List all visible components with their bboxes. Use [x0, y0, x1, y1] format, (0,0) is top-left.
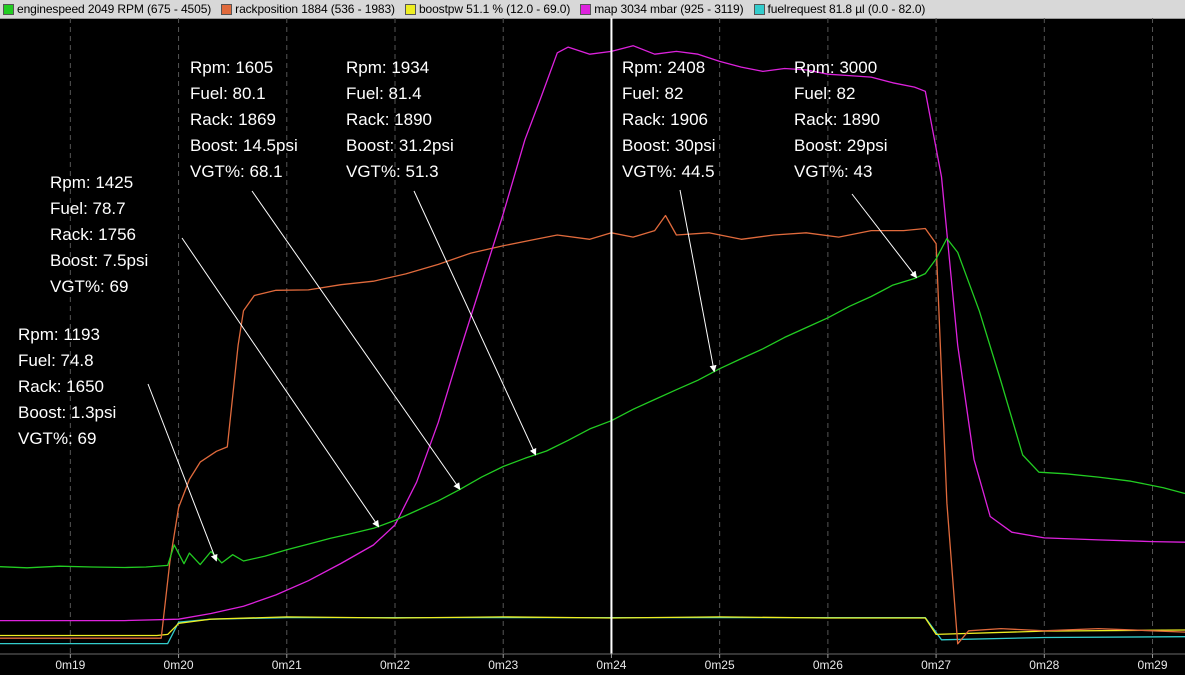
annotation-arrow [147, 383, 218, 562]
legend-item-fuelrequest[interactable]: fuelrequest 81.8 µl (0.0 - 82.0) [753, 2, 926, 16]
annotation-text: Rack: 1869 [190, 110, 276, 129]
annotation-text: VGT%: 43 [794, 162, 872, 181]
x-tick-label: 0m24 [596, 658, 626, 672]
series-line-fuelrequest [0, 616, 1185, 645]
series-layer [0, 45, 1185, 645]
legend-label: boostpw 51.1 % (12.0 - 69.0) [418, 2, 571, 16]
annotation-text: Boost: 1.3psi [18, 403, 116, 422]
annotation-arrow [679, 189, 717, 373]
annotation-text: Rpm: 1934 [346, 58, 429, 77]
annotation-text: Boost: 14.5psi [190, 136, 298, 155]
annotation-text: Rack: 1650 [18, 377, 104, 396]
legend-label: rackposition 1884 (536 - 1983) [235, 2, 395, 16]
annotation-text: Fuel: 74.8 [18, 351, 94, 370]
annotation-layer: Rpm: 1193 Fuel: 74.8 Rack: 1650 Boost: 1.3p… [18, 58, 918, 562]
annotation-text: Rack: 1756 [50, 225, 136, 244]
annotation-text: VGT%: 68.1 [190, 162, 283, 181]
annotation-arrow [851, 193, 918, 279]
series-line-map [0, 45, 1185, 622]
annotation-text: Rpm: 3000 [794, 58, 877, 77]
x-tick-label: 0m19 [55, 658, 85, 672]
annotation-text: VGT%: 69 [50, 277, 128, 296]
annotation-arrow [251, 190, 461, 490]
x-tick-label: 0m20 [164, 658, 194, 672]
annotation-arrow [181, 237, 380, 528]
x-tick-label: 0m28 [1029, 658, 1059, 672]
x-tick-label: 0m21 [272, 658, 302, 672]
annotation-text: Boost: 7.5psi [50, 251, 148, 270]
legend-label: enginespeed 2049 RPM (675 - 4505) [17, 2, 212, 16]
legend-swatch [580, 3, 592, 15]
annotation-text: Rack: 1890 [346, 110, 432, 129]
series-line-enginespeed [0, 237, 1185, 569]
annotation-text: Boost: 31.2psi [346, 136, 454, 155]
x-axis: 0m19 0m20 0m21 0m22 0m23 0m24 0m25 0m26 0m27 0m28… [0, 653, 1185, 675]
annotation-text: Fuel: 78.7 [50, 199, 126, 218]
annotation-text: VGT%: 51.3 [346, 162, 439, 181]
annotation-text: Boost: 30psi [622, 136, 716, 155]
series-line-rackposition [0, 214, 1185, 645]
legend-swatch [221, 3, 233, 15]
legend-swatch [3, 3, 14, 15]
annotation-text: Rack: 1906 [622, 110, 708, 129]
legend-label: map 3034 mbar (925 - 3119) [594, 2, 744, 16]
annotation-text: Rpm: 1425 [50, 173, 133, 192]
annotation-text: VGT%: 44.5 [622, 162, 715, 181]
x-tick-label: 0m23 [488, 658, 518, 672]
annotation-text: Fuel: 82 [794, 84, 855, 103]
legend-item-rackposition[interactable]: rackposition 1884 (536 - 1983) [221, 2, 395, 16]
annotation-text: Fuel: 80.1 [190, 84, 266, 103]
legend-item-map[interactable]: map 3034 mbar (925 - 3119) [580, 2, 744, 16]
annotation-text: Rack: 1890 [794, 110, 880, 129]
x-tick-label: 0m25 [705, 658, 735, 672]
annotation-text: Rpm: 1193 [18, 325, 100, 344]
legend-label: fuelrequest 81.8 µl (0.0 - 82.0) [767, 2, 926, 16]
x-tick-label: 0m29 [1138, 658, 1168, 672]
annotation-text: Fuel: 81.4 [346, 84, 422, 103]
plot-area[interactable]: 0m19 0m20 0m21 0m22 0m23 0m24 0m25 0m26 0m27 0m28… [0, 18, 1185, 675]
annotation-text: Rpm: 1605 [190, 58, 273, 77]
legend-item-boostpw[interactable]: boostpw 51.1 % (12.0 - 69.0) [404, 2, 571, 16]
legend-bar: enginespeed 2049 RPM (675 - 4505) rackpo… [0, 0, 1185, 19]
legend-swatch [753, 3, 765, 15]
annotation-text: Rpm: 2408 [622, 58, 705, 77]
annotation-text: Boost: 29psi [794, 136, 888, 155]
x-axis-strip [0, 654, 1185, 675]
x-tick-label: 0m27 [921, 658, 951, 672]
legend-item-enginespeed[interactable]: enginespeed 2049 RPM (675 - 4505) [3, 2, 211, 16]
annotation-text: Fuel: 82 [622, 84, 683, 103]
series-line-boostpw [0, 616, 1185, 637]
x-tick-label: 0m22 [380, 658, 410, 672]
annotation-arrow [413, 190, 537, 456]
legend-swatch [404, 3, 416, 15]
x-tick-label: 0m26 [813, 658, 843, 672]
annotation-text: VGT%: 69 [18, 429, 96, 448]
